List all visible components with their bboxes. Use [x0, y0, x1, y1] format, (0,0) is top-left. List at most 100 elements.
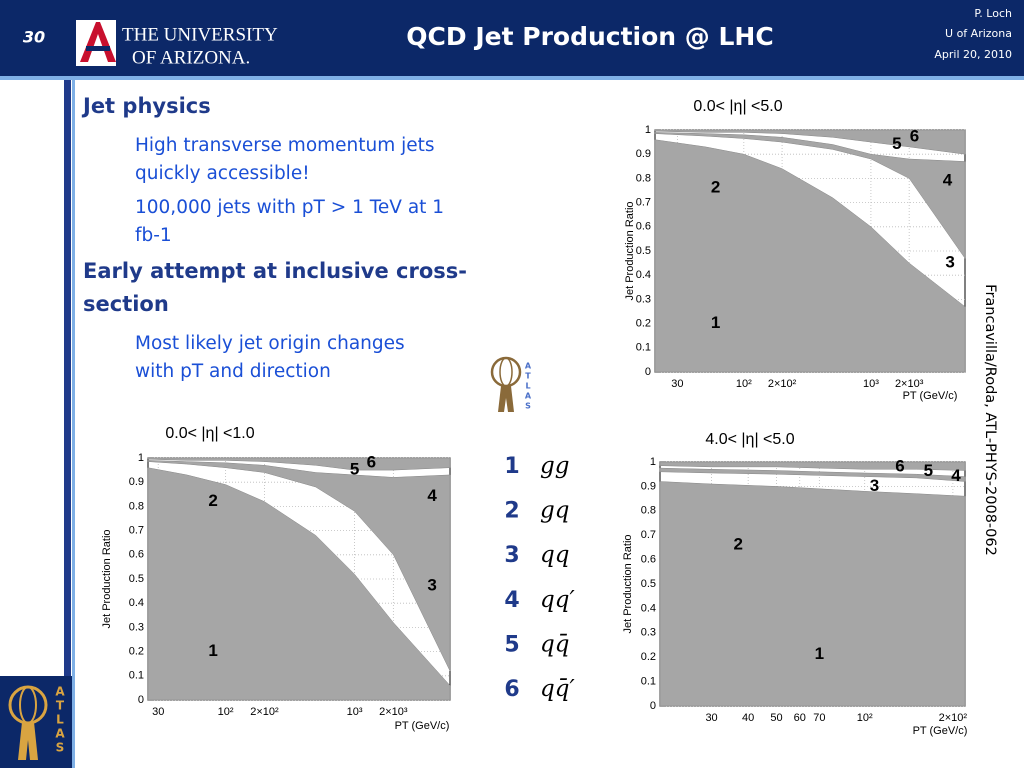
- region-label: 3: [427, 576, 436, 595]
- y-tick-label: 0.5: [641, 578, 656, 590]
- slide-number: 30: [23, 28, 45, 47]
- x-tick-label: 2×10²: [939, 712, 968, 724]
- y-tick-label: 0.4: [129, 597, 144, 609]
- y-tick-label: 0.1: [129, 670, 144, 682]
- x-tick-label: 30: [671, 378, 683, 390]
- atlas-letter: A: [525, 392, 532, 401]
- process-legend: 1 gg 2 gq 3 qq 4 qq′ 5 qq̄ 6 qq̄′: [504, 453, 575, 702]
- x-tick-label: 30: [705, 712, 717, 724]
- region-label: 6: [910, 127, 919, 146]
- logo-bar: [86, 46, 110, 51]
- region-label: 5: [350, 460, 359, 479]
- y-tick-label: 0.5: [129, 573, 144, 585]
- y-tick-label: 0.4: [636, 269, 651, 281]
- x-axis-label: PT (GeV/c): [903, 390, 958, 402]
- header-rule: [0, 76, 1024, 80]
- legend-process: gg: [540, 453, 569, 479]
- chart: 0 0.1 0.2 0.3 0.4 0.5 0.6 0.7 0.8 0.9 1 30 10² 2×10² 1…: [624, 98, 966, 402]
- atlas-letter: A: [55, 685, 65, 699]
- globe: [490, 356, 522, 388]
- region-label: 5: [892, 134, 901, 153]
- y-tick-label: 0.8: [636, 172, 651, 184]
- atlas-figure: [18, 722, 38, 760]
- x-tick-label: 50: [770, 712, 782, 724]
- y-tick-label: 0: [650, 700, 656, 712]
- author: P. Loch: [974, 7, 1012, 20]
- y-tick-label: 0.4: [641, 602, 656, 614]
- y-tick-label: 0.8: [129, 500, 144, 512]
- chart: 0 0.1 0.2 0.3 0.4 0.5 0.6 0.7 0.8 0.9 1 30 40 50 60 70 1…: [622, 431, 968, 737]
- atlas-letter: L: [56, 713, 64, 727]
- band: [654, 132, 966, 260]
- y-tick-label: 1: [645, 124, 651, 136]
- x-tick-label: 60: [794, 712, 806, 724]
- globe-meridian: [499, 357, 513, 387]
- y-tick-label: 0: [645, 366, 651, 378]
- legend-process: qq: [540, 542, 569, 568]
- y-tick-label: 0.6: [129, 549, 144, 561]
- x-tick-label: 10²: [857, 712, 873, 724]
- y-axis-label: Jet Production Ratio: [624, 201, 636, 300]
- legend-process: qq̄: [540, 631, 569, 657]
- y-tick-label: 0.3: [641, 627, 656, 639]
- x-tick-label: 2×10²: [768, 378, 797, 390]
- band: [654, 129, 966, 155]
- x-tick-label: 40: [742, 712, 754, 724]
- left-rail-light: [72, 80, 75, 768]
- y-tick-label: 0.3: [636, 293, 651, 305]
- y-tick-label: 0.2: [636, 318, 651, 330]
- header-bar: [0, 0, 1024, 76]
- bullet-text: with pT and direction: [135, 361, 331, 382]
- y-tick-label: 0.6: [636, 221, 651, 233]
- band: [654, 139, 966, 373]
- x-tick-label: 10²: [736, 378, 752, 390]
- chart-title: 0.0< |η| <1.0: [165, 425, 254, 442]
- y-tick-label: 0.1: [636, 342, 651, 354]
- band: [659, 461, 966, 471]
- bullet-text: Most likely jet origin changes: [135, 333, 405, 354]
- band: [147, 460, 451, 672]
- region-label: 5: [924, 461, 933, 480]
- legend-number: 5: [504, 632, 519, 657]
- logo-line2: OF ARIZONA.: [132, 47, 250, 68]
- y-tick-label: 1: [650, 456, 656, 468]
- y-tick-label: 0.5: [636, 245, 651, 257]
- y-tick-label: 1: [138, 452, 144, 464]
- x-axis-label: PT (GeV/c): [395, 720, 450, 732]
- y-axis-label: Jet Production Ratio: [101, 529, 113, 628]
- bullet-heading: Jet physics: [81, 94, 211, 118]
- y-tick-label: 0.2: [641, 651, 656, 663]
- y-tick-label: 0.1: [641, 676, 656, 688]
- atlas-figure: [498, 386, 514, 412]
- chart: 0 0.1 0.2 0.3 0.4 0.5 0.6 0.7 0.8 0.9 1 30 10² 2×10² 1…: [101, 425, 451, 732]
- region-label: 6: [895, 456, 904, 475]
- x-tick-label: 70: [813, 712, 825, 724]
- legend-process: gq: [540, 498, 569, 524]
- atlas-letter: T: [56, 699, 65, 713]
- y-tick-label: 0.7: [641, 529, 656, 541]
- region-label: 2: [711, 178, 720, 197]
- y-tick-label: 0.2: [129, 646, 144, 658]
- legend-number: 4: [504, 588, 519, 613]
- region-label: 4: [427, 486, 437, 505]
- region-label: 4: [951, 466, 961, 485]
- bullet-heading: Early attempt at inclusive cross-: [83, 259, 467, 283]
- y-tick-label: 0.8: [641, 505, 656, 517]
- atlas-letter: A: [525, 362, 532, 371]
- atlas-letter: A: [55, 727, 65, 741]
- band: [659, 467, 966, 482]
- band: [147, 467, 451, 701]
- band: [659, 481, 966, 707]
- legend-number: 6: [504, 677, 519, 702]
- left-rail: [64, 80, 71, 768]
- affiliation: U of Arizona: [945, 27, 1012, 40]
- x-tick-label: 2×10³: [379, 706, 408, 718]
- atlas-letter: S: [525, 402, 531, 411]
- y-axis-label: Jet Production Ratio: [622, 534, 634, 633]
- y-tick-label: 0.7: [129, 525, 144, 537]
- x-tick-label: 30: [152, 706, 164, 718]
- region-label: 6: [367, 452, 376, 471]
